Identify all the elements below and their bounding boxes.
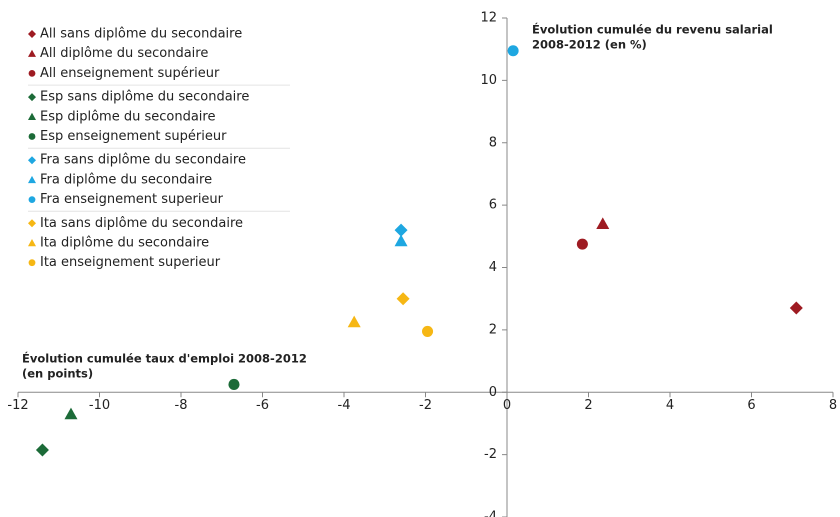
y-tick-label: 12 [480,11,497,26]
marker-triangle [28,49,36,57]
marker-diamond [35,443,49,457]
x-axis-label: (en points) [22,367,93,381]
marker-diamond [28,30,36,38]
x-tick-label: 4 [666,398,674,413]
legend-label: Ita sans diplôme du secondaire [40,216,243,231]
marker-triangle [596,217,610,230]
y-tick-label: -2 [484,447,497,462]
legend-label: All enseignement supérieur [40,66,220,81]
marker-diamond [28,93,36,102]
y-tick-label: 10 [480,73,497,88]
x-axis-label: Évolution cumulée taux d'emploi 2008-201… [22,351,307,366]
marker-triangle [28,175,36,184]
legend-label: Esp sans diplôme du secondaire [40,90,249,105]
marker-circle [228,378,240,390]
legend-label: Fra enseignement superieur [40,192,224,207]
marker-triangle [28,239,36,247]
legend-bg [26,22,296,277]
x-tick-label: 2 [584,398,592,413]
marker-circle [28,133,36,140]
marker-circle [28,70,36,77]
y-tick-label: 8 [489,135,497,150]
x-tick-label: 8 [829,398,837,413]
marker-circle [28,196,36,204]
x-tick-label: 6 [747,398,755,413]
y-axis-label: Évolution cumulée du revenu salarial [532,22,773,37]
marker-circle [576,238,588,250]
y-tick-label: 0 [489,385,497,400]
marker-circle [507,45,519,57]
marker-triangle [28,112,36,120]
y-axis-label: 2008-2012 (en %) [532,38,647,52]
x-tick-label: -12 [7,398,28,413]
y-tick-label: 2 [489,322,497,337]
marker-diamond [789,301,803,315]
x-tick-label: 0 [503,398,511,413]
legend-label: Ita diplôme du secondaire [40,236,209,251]
legend-label: Fra diplôme du secondaire [40,172,212,187]
marker-diamond [394,223,408,237]
legend-label: Esp diplôme du secondaire [40,109,215,124]
marker-circle [422,325,434,337]
y-tick-label: 4 [489,260,497,275]
legend-label: Ita enseignement superieur [40,255,221,270]
marker-diamond [396,292,410,306]
legend-label: Fra sans diplôme du secondaire [40,153,246,168]
legend-label: All sans diplôme du secondaire [40,27,242,42]
marker-triangle [64,407,78,420]
marker-circle [28,259,36,267]
x-tick-label: -6 [256,398,269,413]
x-tick-label: -4 [338,398,351,413]
marker-diamond [28,219,36,228]
x-tick-label: -2 [419,398,432,413]
y-tick-label: -4 [484,510,497,517]
marker-triangle [394,234,408,247]
y-tick-label: 6 [489,198,497,213]
x-tick-label: -8 [175,398,188,413]
marker-diamond [28,156,36,165]
legend-label: All diplôme du secondaire [40,46,208,61]
legend-label: Esp enseignement supérieur [40,129,227,144]
marker-triangle [347,315,361,328]
x-tick-label: -10 [89,398,110,413]
